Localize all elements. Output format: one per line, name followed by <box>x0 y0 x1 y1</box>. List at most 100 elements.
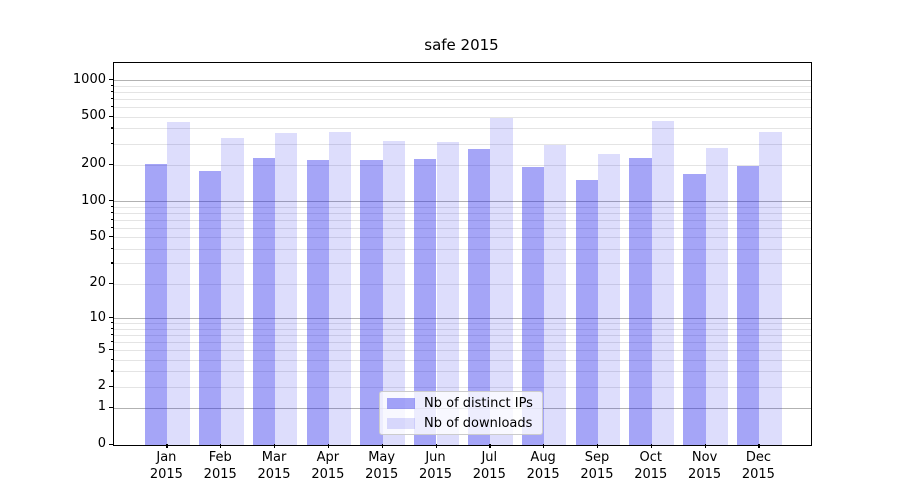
y-minor-tick-mark <box>110 340 113 343</box>
y-tick-mark <box>109 163 113 166</box>
x-tick-label-nov: Nov 2015 <box>688 450 722 482</box>
bar-distinct-ips-jun <box>414 159 437 445</box>
legend-label-downloads: Nb of downloads <box>424 415 533 431</box>
bar-downloads-dec <box>759 132 782 445</box>
y-minor-tick-mark <box>110 98 113 100</box>
minor-gridline <box>114 99 811 101</box>
minor-gridline <box>114 107 811 109</box>
bar-distinct-ips-mar <box>252 158 276 445</box>
y-tick-label: 20 <box>89 275 106 291</box>
y-minor-tick-mark <box>110 142 113 144</box>
y-minor-tick-mark <box>110 84 113 86</box>
y-tick-mark <box>109 236 113 238</box>
bar-distinct-ips-feb <box>198 170 222 445</box>
y-minor-tick-mark <box>110 226 113 228</box>
minor-gridline <box>114 359 811 361</box>
minor-gridline <box>114 85 811 87</box>
legend-item-downloads: Nb of downloads <box>380 415 542 432</box>
y-tick-label: 2 <box>97 378 106 394</box>
minor-gridline <box>114 323 811 325</box>
minor-gridline <box>114 350 811 352</box>
y-tick-label: 50 <box>89 228 106 244</box>
y-minor-tick-mark <box>110 333 113 336</box>
bar-downloads-jan <box>167 121 190 445</box>
x-tick-label-apr: Apr 2015 <box>311 450 345 482</box>
bar-downloads-oct <box>651 121 675 445</box>
x-tick-label-oct: Oct 2015 <box>634 450 668 482</box>
bar-distinct-ips-dec <box>737 165 760 445</box>
major-gridline <box>114 80 811 82</box>
bar-downloads-jun <box>436 142 459 445</box>
x-tick-label-sep: Sep 2015 <box>580 450 614 482</box>
y-tick-mark <box>109 115 113 117</box>
y-tick-label: 100 <box>81 192 106 208</box>
x-tick-mark <box>596 444 599 448</box>
minor-gridline <box>114 164 811 166</box>
minor-gridline <box>114 328 811 330</box>
x-tick-mark <box>543 444 545 448</box>
x-tick-mark <box>327 444 330 448</box>
y-minor-tick-mark <box>110 262 113 264</box>
y-tick-mark <box>109 282 113 285</box>
y-tick-mark <box>109 406 113 409</box>
x-tick-label-aug: Aug 2015 <box>526 450 560 482</box>
legend-swatch-distinct-ips <box>387 397 415 409</box>
bar-downloads-jul <box>490 117 513 445</box>
y-minor-tick-mark <box>110 247 113 249</box>
y-tick-label: 200 <box>81 156 106 172</box>
y-tick-mark <box>109 317 113 319</box>
plot-area <box>113 62 812 446</box>
y-minor-tick-mark <box>110 322 113 324</box>
y-tick-mark <box>109 349 113 351</box>
y-tick-label: 1 <box>97 399 106 415</box>
y-tick-mark <box>109 200 113 202</box>
y-minor-tick-mark <box>110 106 113 108</box>
y-tick-mark <box>109 79 113 81</box>
x-tick-mark <box>650 444 652 448</box>
minor-gridline <box>114 227 811 229</box>
y-minor-tick-mark <box>110 358 113 360</box>
y-minor-tick-mark <box>110 370 113 372</box>
bar-distinct-ips-jul <box>468 149 491 445</box>
y-tick-label: 1000 <box>72 71 106 87</box>
y-minor-tick-mark <box>110 218 113 220</box>
major-gridline <box>114 201 811 203</box>
x-tick-label-jul: Jul 2015 <box>472 450 506 482</box>
bar-distinct-ips-nov <box>683 173 706 445</box>
y-minor-tick-mark <box>110 205 113 207</box>
minor-gridline <box>114 143 811 145</box>
bar-distinct-ips-apr <box>306 159 329 445</box>
y-minor-tick-mark <box>110 90 113 93</box>
x-tick-mark <box>274 444 276 448</box>
y-tick-label: 10 <box>89 309 106 325</box>
minor-gridline <box>114 248 811 250</box>
minor-gridline <box>114 386 811 388</box>
major-gridline <box>114 318 811 320</box>
minor-gridline <box>114 219 811 221</box>
y-minor-tick-mark <box>110 211 113 213</box>
legend-swatch-downloads <box>387 417 415 429</box>
x-tick-label-feb: Feb 2015 <box>203 450 237 482</box>
legend-item-distinct-ips: Nb of distinct IPs <box>380 395 542 412</box>
bar-downloads-nov <box>705 147 728 445</box>
minor-gridline <box>114 212 811 214</box>
bar-distinct-ips-oct <box>629 158 652 445</box>
y-minor-tick-mark <box>110 127 113 129</box>
minor-gridline <box>114 128 811 130</box>
x-tick-mark <box>220 444 222 448</box>
x-tick-mark <box>381 444 383 448</box>
x-tick-mark <box>166 444 168 448</box>
bar-downloads-apr <box>328 131 352 445</box>
minor-gridline <box>114 334 811 336</box>
minor-gridline <box>114 341 811 343</box>
minor-gridline <box>114 263 811 265</box>
x-tick-label-dec: Dec 2015 <box>741 450 775 482</box>
bar-downloads-mar <box>275 133 298 445</box>
bar-distinct-ips-may <box>360 159 383 445</box>
x-tick-mark <box>435 444 437 448</box>
x-tick-mark <box>704 444 706 448</box>
y-tick-mark <box>109 385 113 387</box>
bar-distinct-ips-sep <box>575 180 598 445</box>
legend: Nb of distinct IPs Nb of downloads <box>379 391 543 435</box>
